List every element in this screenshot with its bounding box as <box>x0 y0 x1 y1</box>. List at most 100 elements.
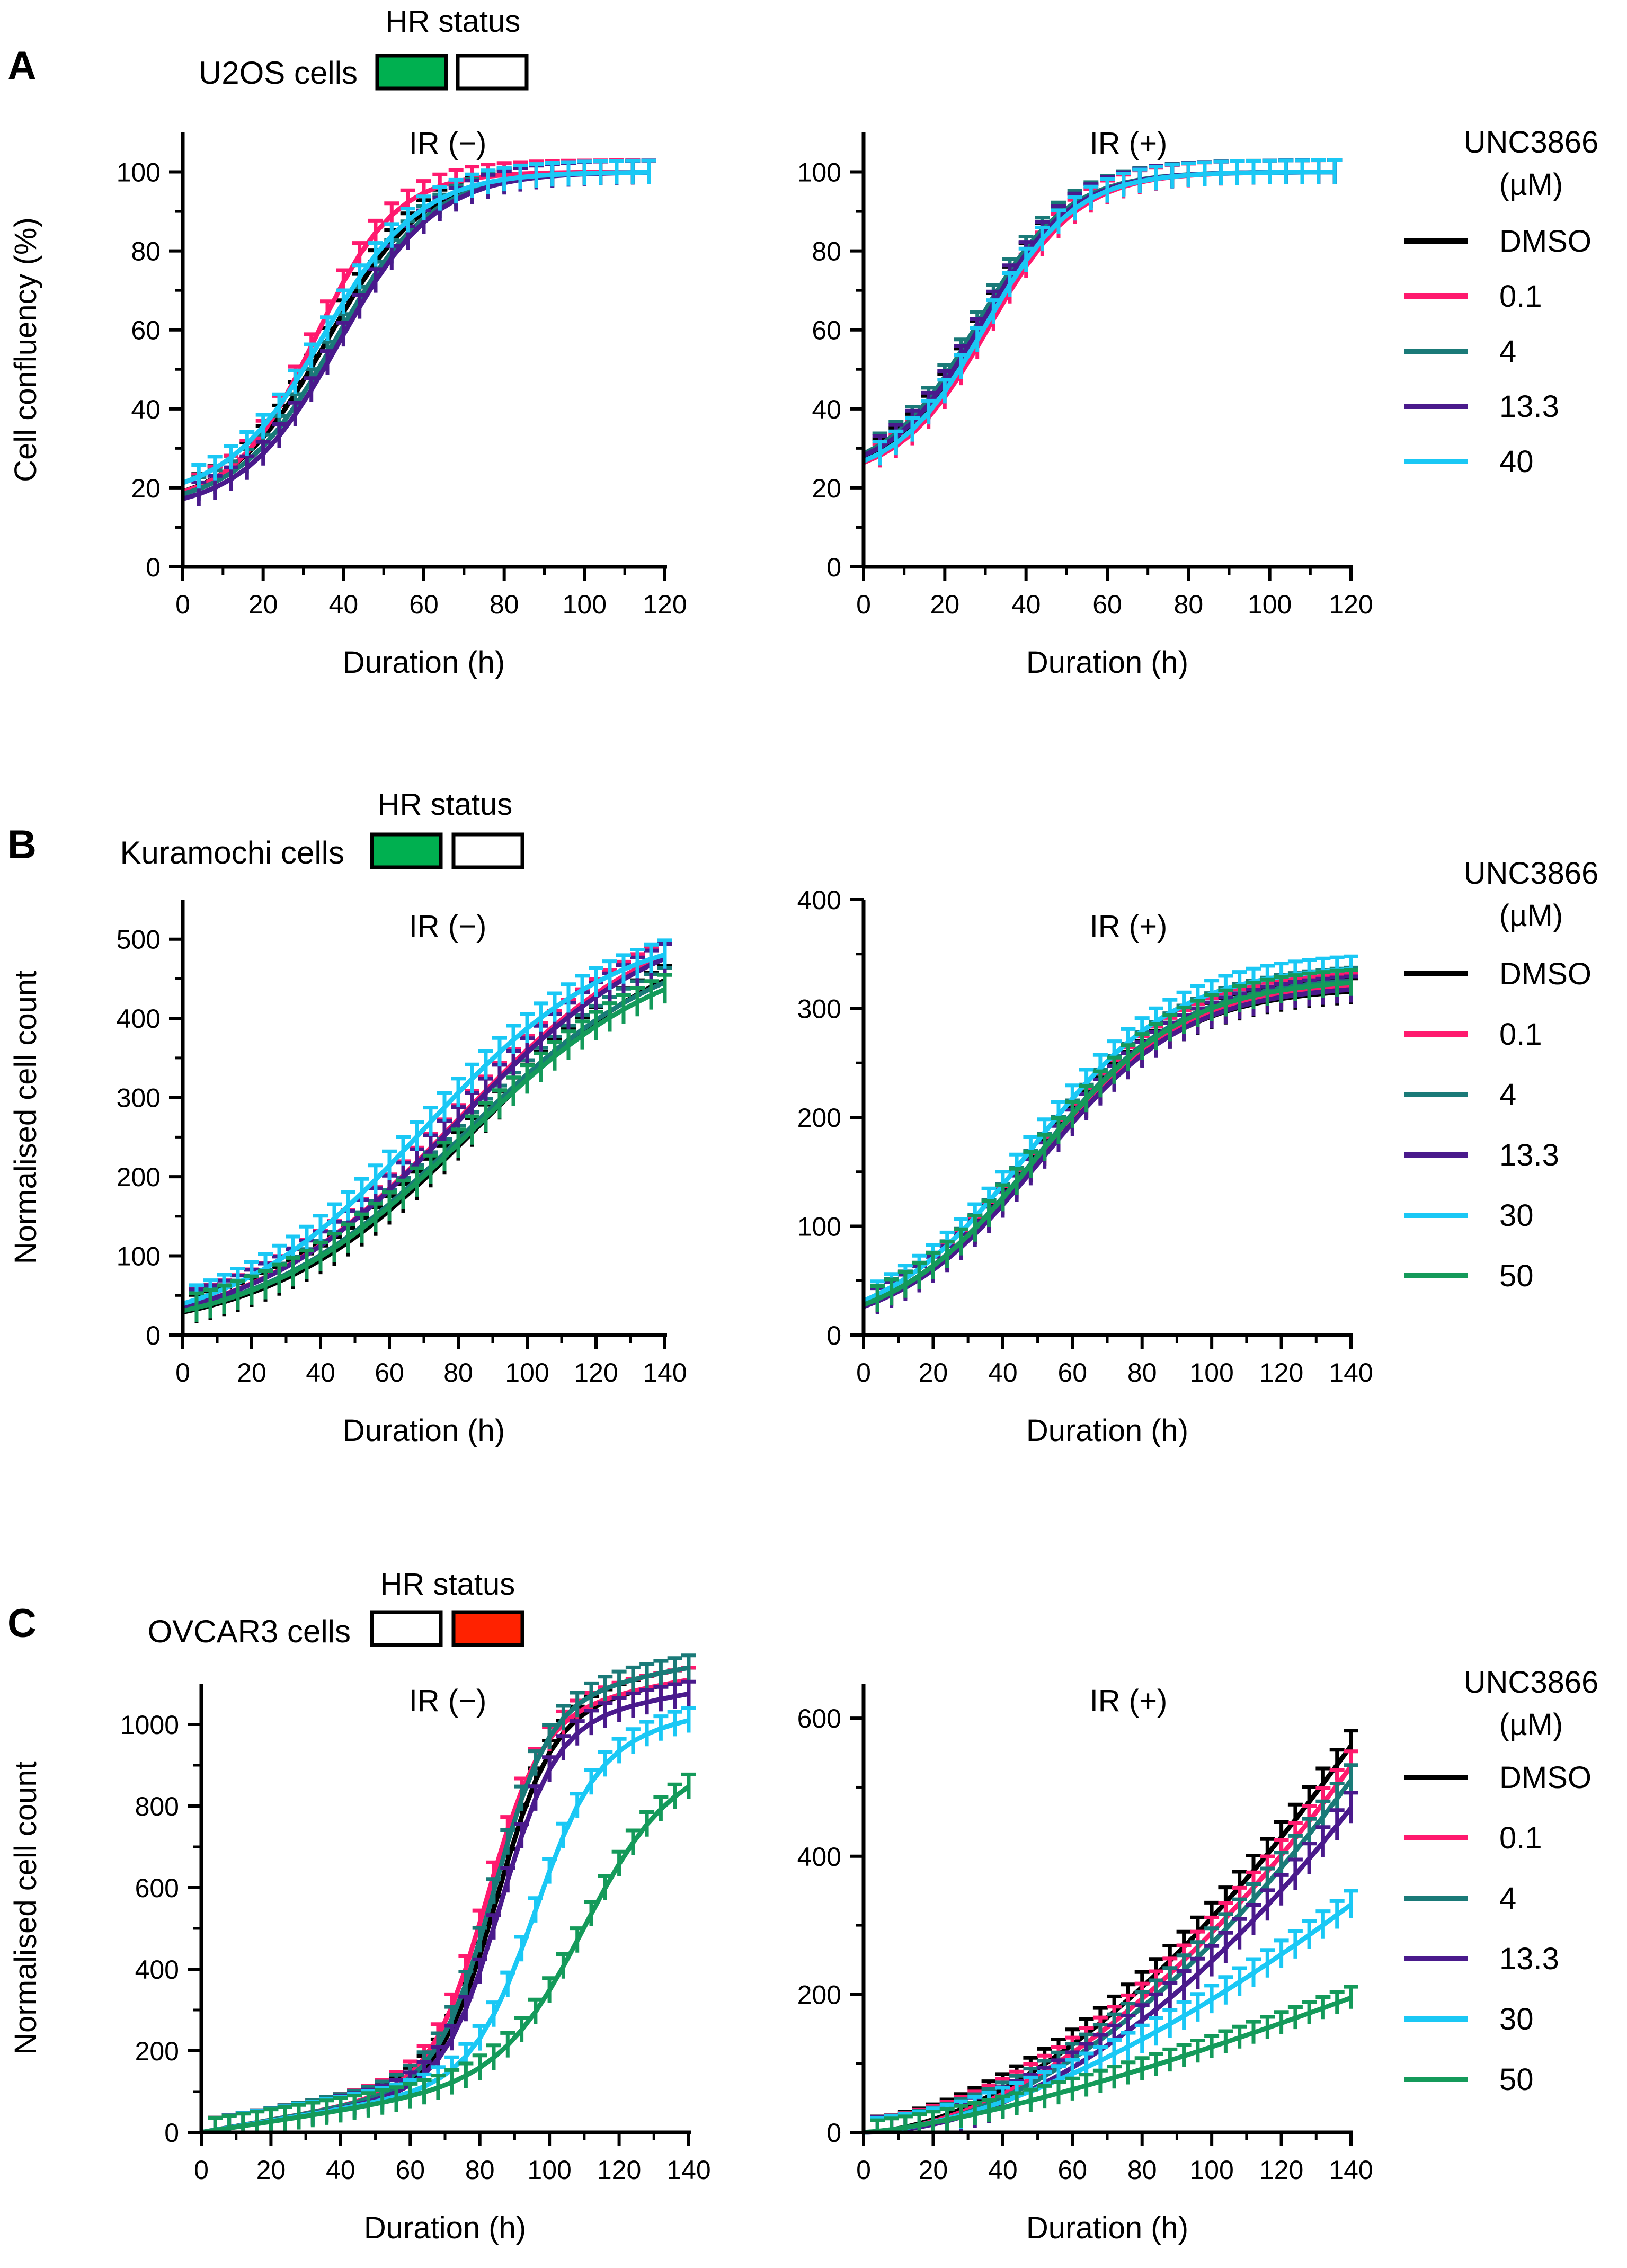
y-axis-label: Normalised cell count <box>8 1761 43 2054</box>
chart-panel-b-left: IR (−) 0 20 40 60 80 100 120 140 0 100 200 300 400 50… <box>8 900 687 1448</box>
legend-item: 13.3 <box>1404 1138 1559 1172</box>
x-tick-label: 120 <box>1329 590 1373 619</box>
hr-box-c-2 <box>451 1610 524 1647</box>
x-tick-label: 100 <box>1189 2155 1233 2185</box>
x-axis-label: Duration (h) <box>1026 2211 1188 2245</box>
plot-area: 0 20 40 60 80 100 120 140 0 100 200 300 400 Duration … <box>797 885 1373 1448</box>
x-axis-label: Duration (h) <box>1026 645 1188 680</box>
chart-title: IR (+) <box>1090 909 1168 944</box>
y-tick-label: 400 <box>117 1004 161 1034</box>
legend-label: 30 <box>1499 1198 1534 1233</box>
series-40 <box>182 158 656 489</box>
series-line <box>201 1677 689 2135</box>
plot-area: 0 20 40 60 80 100 120 0 20 40 60 80 100 Duration (h) C… <box>8 132 687 680</box>
error-bar <box>235 2112 251 2132</box>
legend-label: DMSO <box>1499 957 1592 991</box>
series-line <box>201 1677 689 2135</box>
cell-line-label-c: OVCAR3 cells <box>148 1614 351 1649</box>
legend-item: 40 <box>1404 444 1534 479</box>
legend-title-line1: UNC3866 <box>1464 856 1599 891</box>
x-tick-label: 120 <box>643 590 687 619</box>
chart-title: IR (−) <box>409 909 487 944</box>
y-tick-label: 300 <box>117 1083 161 1113</box>
row-b-header: B HR status Kuramochi cells <box>7 787 524 870</box>
x-tick-label: 80 <box>1174 590 1204 619</box>
y-tick-label: 0 <box>826 2118 841 2148</box>
legend-label: 50 <box>1499 1259 1534 1293</box>
cell-line-label-a: U2OS cells <box>199 55 358 91</box>
series-0.1 <box>863 158 1343 468</box>
legend-item: DMSO <box>1404 957 1592 991</box>
x-tick-label: 100 <box>527 2155 571 2185</box>
legend-label: DMSO <box>1499 1760 1592 1795</box>
legend-title-line1: UNC3866 <box>1464 125 1599 159</box>
y-axis-label: Normalised cell count <box>8 971 43 1264</box>
x-tick-label: 140 <box>643 1358 687 1388</box>
x-tick-label: 0 <box>175 590 190 619</box>
chart-panel-a-right: IR (+) 0 20 40 60 80 100 120 0 20 40 60 80 100 Durati… <box>797 126 1373 680</box>
legend-label: 50 <box>1499 2062 1534 2097</box>
panel-letter-c: C <box>7 1601 37 1646</box>
y-tick-label: 40 <box>812 395 841 424</box>
legend-items: DMSO 0.1 4 13.3 30 50 <box>1404 1760 1592 2097</box>
y-tick-label: 0 <box>826 1321 841 1350</box>
x-tick-label: 140 <box>1329 2155 1373 2185</box>
series-line <box>863 980 1352 1308</box>
legend-item: 0.1 <box>1404 1821 1542 1855</box>
legend-item: 4 <box>1404 1078 1516 1112</box>
chart-title: IR (−) <box>409 126 487 161</box>
y-tick-label: 100 <box>797 158 841 188</box>
legend-item: 0.1 <box>1404 279 1542 314</box>
legend-item: 4 <box>1404 1881 1516 1916</box>
legend-label: DMSO <box>1499 224 1592 259</box>
y-tick-label: 80 <box>131 237 161 266</box>
series-line <box>863 170 1335 465</box>
x-tick-label: 120 <box>1259 1358 1303 1388</box>
legend-label: 13.3 <box>1499 389 1559 424</box>
y-tick-label: 500 <box>117 925 161 955</box>
legend-item: 13.3 <box>1404 389 1559 424</box>
row-c-header: C HR status OVCAR3 cells <box>7 1567 524 1649</box>
series-line <box>182 987 666 1313</box>
legend-b: UNC3866 (µM) DMSO 0.1 4 13.3 30 50 <box>1404 856 1598 1293</box>
plot-area: 0 20 40 60 80 100 120 140 0 200 400 600 800 1000 Durat… <box>8 1653 711 2245</box>
y-tick-label: 80 <box>812 237 841 266</box>
y-tick-label: 200 <box>797 1980 841 2009</box>
x-tick-label: 80 <box>490 590 519 619</box>
series-13.3 <box>863 1791 1358 2135</box>
hr-box-a-1 <box>375 54 448 91</box>
y-tick-label: 400 <box>135 1955 179 1985</box>
legend-title-line2: (µM) <box>1499 167 1563 202</box>
series-DMSO <box>863 1729 1358 2135</box>
hr-status-label-a: HR status <box>386 4 521 39</box>
x-tick-label: 20 <box>919 1358 948 1388</box>
x-tick-label: 60 <box>1057 2155 1087 2185</box>
y-tick-label: 0 <box>146 1321 161 1350</box>
x-tick-label: 80 <box>443 1358 473 1388</box>
series-4 <box>201 1653 696 2135</box>
y-tick-label: 200 <box>117 1162 161 1192</box>
x-tick-label: 60 <box>1057 1358 1087 1388</box>
error-bar <box>641 158 656 184</box>
legend-item: 0.1 <box>1404 1017 1542 1052</box>
chart-panel-c-right: IR (+) 0 20 40 60 80 100 120 140 0 200 400 600 Durat… <box>797 1684 1373 2245</box>
legend-item: 13.3 <box>1404 1942 1559 1976</box>
legend-items: DMSO 0.1 4 13.3 40 <box>1404 224 1592 479</box>
x-tick-label: 120 <box>574 1358 618 1388</box>
y-tick-label: 200 <box>135 2036 179 2066</box>
x-tick-label: 20 <box>930 590 960 619</box>
legend-items: DMSO 0.1 4 13.3 30 50 <box>1404 957 1592 1293</box>
series-line <box>863 1995 1352 2135</box>
series-30 <box>863 954 1358 1308</box>
series-50 <box>863 1985 1358 2135</box>
y-tick-label: 100 <box>117 158 161 188</box>
x-tick-label: 60 <box>1092 590 1122 619</box>
y-tick-label: 600 <box>797 1704 841 1733</box>
chart-title: IR (−) <box>409 1684 487 1718</box>
x-tick-label: 0 <box>175 1358 190 1388</box>
x-tick-label: 60 <box>409 590 439 619</box>
chart-panel-b-right: IR (+) 0 20 40 60 80 100 120 140 0 100 200 300 400 Du… <box>797 885 1373 1448</box>
series-line <box>863 987 1352 1309</box>
x-axis-label: Duration (h) <box>343 1413 505 1448</box>
